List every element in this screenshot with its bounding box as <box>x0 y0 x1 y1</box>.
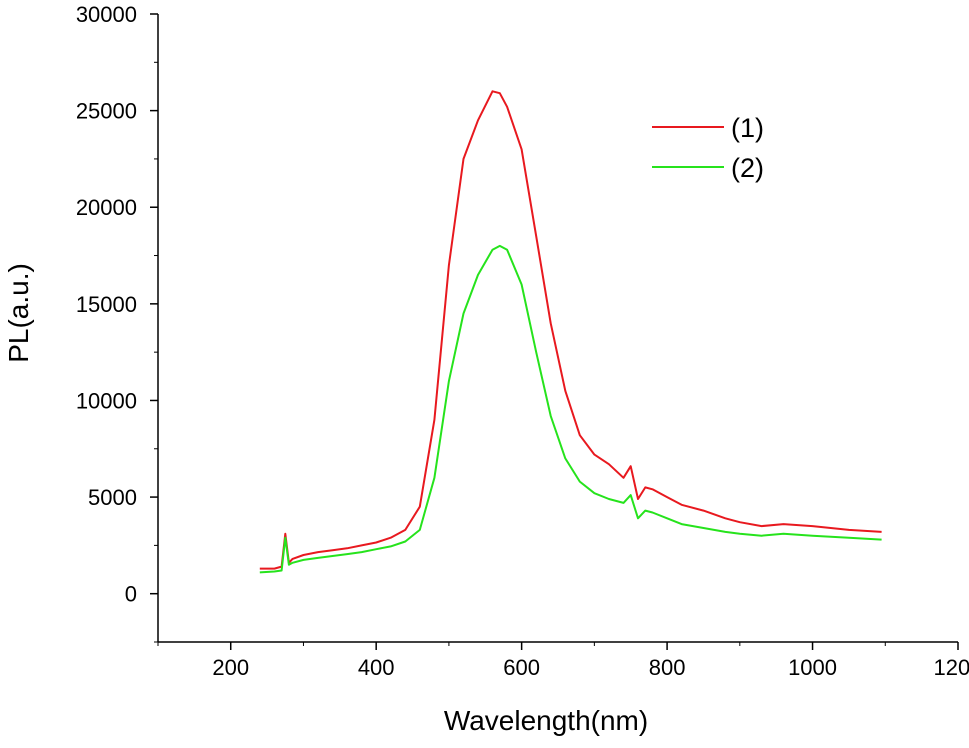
x-axis-label: Wavelength(nm) <box>444 705 648 736</box>
series-line-1 <box>259 90 882 570</box>
y-tick-label: 30000 <box>76 2 137 27</box>
x-tick-label: 600 <box>503 655 540 680</box>
y-tick-label: 0 <box>125 582 137 607</box>
y-tick-label: 25000 <box>76 99 137 124</box>
x-tick-label: 200 <box>212 655 249 680</box>
y-tick-label: 20000 <box>76 195 137 220</box>
series-line-2 <box>259 244 882 574</box>
y-tick-label: 15000 <box>76 292 137 317</box>
x-tick-label: 800 <box>649 655 686 680</box>
x-tick-label: 400 <box>358 655 395 680</box>
legend-label-2: (2) <box>731 153 764 183</box>
x-tick-label: 1000 <box>788 655 837 680</box>
legend: (1)(2) <box>652 113 764 183</box>
y-tick-label: 10000 <box>76 388 137 413</box>
series-layer <box>259 90 882 574</box>
y-tick-label: 5000 <box>88 485 137 510</box>
y-axis-label: PL(a.u.) <box>3 263 34 363</box>
legend-label-1: (1) <box>731 113 764 143</box>
